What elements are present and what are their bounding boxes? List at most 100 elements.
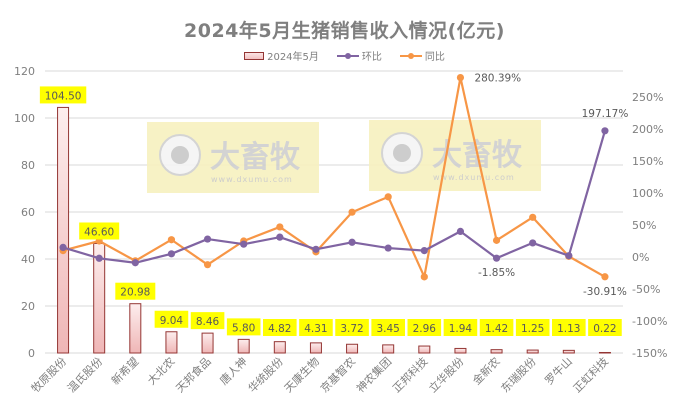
chart-title: 2024年5月生猪销售收入情况(亿元) [184,20,505,42]
right-axis-tick: -100% [632,315,667,328]
bar-swatch-icon [244,51,265,60]
bar-value-label-bg [190,312,225,330]
yoy-annotation: -30.91% [583,286,627,298]
bar-value-label: 4.82 [268,323,291,335]
x-axis-label: 牧原股份 [28,354,69,395]
mom-marker [131,259,139,267]
yoy-annotation: 280.39% [474,73,521,85]
bar [490,349,503,354]
bar-value-label: 46.60 [84,226,114,238]
bar-value-label: 4.31 [304,323,327,335]
legend-label: 环比 [361,52,382,63]
bar-value-label: 3.72 [340,323,363,335]
yoy-marker [348,208,356,216]
bar-value-label: 20.98 [120,287,150,299]
legend-item-yoy: 同比 [399,48,445,63]
mom-annotation: -1.85% [478,267,515,279]
bar-value-label-bg [588,319,622,336]
legend-label: 同比 [424,52,445,63]
bar-value-label: 104.50 [45,90,82,102]
left-axis-tick: 80 [21,159,35,172]
bar-value-label-bg [552,319,586,336]
bar [526,349,539,354]
mom-line [62,130,606,264]
right-axis-tick: 250% [632,91,663,104]
yoy-marker [601,273,609,281]
x-axis-label: 京基智农 [317,354,358,395]
bar-value-label: 2.96 [413,323,437,335]
bar-value-label: 1.42 [485,323,508,335]
bar-value-label-bg [479,319,514,336]
right-axis-tick: 200% [632,123,663,136]
bar-value-label: 1.13 [557,323,580,335]
mom-annotation: 197.17% [582,108,629,120]
x-axis-label: 天邦食品 [173,354,214,395]
x-axis-label: 温氏股份 [65,355,105,395]
x-axis-label: 华统股份 [245,354,286,395]
bar-value-label-bg [443,319,478,336]
bar-value-label: 8.46 [196,316,220,328]
x-axis-label: 大北农 [144,354,177,387]
bar-value-label-bg [39,86,87,104]
line-marker-icon [399,52,422,59]
left-axis: 0 20 40 60 80 100 120 [14,65,35,360]
x-axis-label: 神农集团 [353,354,394,395]
right-axis-tick: -150% [632,347,667,360]
x-axis-label: 立华股份 [426,354,467,395]
x-axis-label: 东瑞股份 [498,354,539,395]
yoy-marker [420,273,428,281]
mom-marker [348,238,356,246]
left-axis-tick: 40 [21,253,35,266]
mom-marker [59,243,67,251]
left-axis-tick: 20 [21,300,35,313]
yoy-marker [492,236,501,244]
bar [237,338,250,354]
line-marker-icon [336,52,359,59]
yoy-marker [276,223,284,231]
x-axis-label: 罗牛山 [542,354,575,387]
mom-marker [492,254,501,262]
mom-marker [240,240,248,248]
bar-value-label-bg [263,319,297,336]
yoy-marker [456,73,465,82]
bar-value-label-bg [115,282,156,300]
yoy-marker [384,193,392,201]
right-axis-tick: 100% [632,187,663,200]
right-axis-tick: 50% [632,219,656,232]
bar [57,106,70,354]
bar-value-label-bg [335,319,369,336]
x-axis-label: 正虹科技 [570,354,611,395]
bar-value-label: 5.80 [232,322,255,334]
mom-marker [420,247,428,255]
right-axis-tick: -50% [632,283,660,296]
bar-value-label-bg [226,318,261,336]
watermark-url: www.dxumu.com [211,175,293,184]
bar-value-label: 0.22 [593,323,616,335]
mom-marker [167,250,176,258]
bar [165,331,178,354]
bar [562,349,575,354]
data-labels: 104.50 46.60 20.98 9.04 8.46 5.80 4.82 4.31 3.72… [39,73,629,336]
legend-item-bar: 2024年5月 [244,48,319,63]
x-axis-label: 唐人神 [217,354,250,387]
x-axis-label: 天康生物 [281,354,322,395]
bar [382,344,395,354]
mom-marker [601,127,609,135]
bar-value-label: 9.04 [160,315,184,327]
bar [129,303,142,354]
mom-marker [95,254,103,262]
x-axis-label: 正邦科技 [389,354,430,395]
watermark-url: www.dxumu.com [433,173,515,182]
bar-value-label-bg [371,319,405,336]
right-axis-tick: 150% [632,155,663,168]
bar [454,347,467,354]
right-axis-tick: 0% [632,251,649,264]
mom-marker [529,239,537,247]
yoy-marker [203,261,212,269]
yoy-marker [167,236,176,244]
